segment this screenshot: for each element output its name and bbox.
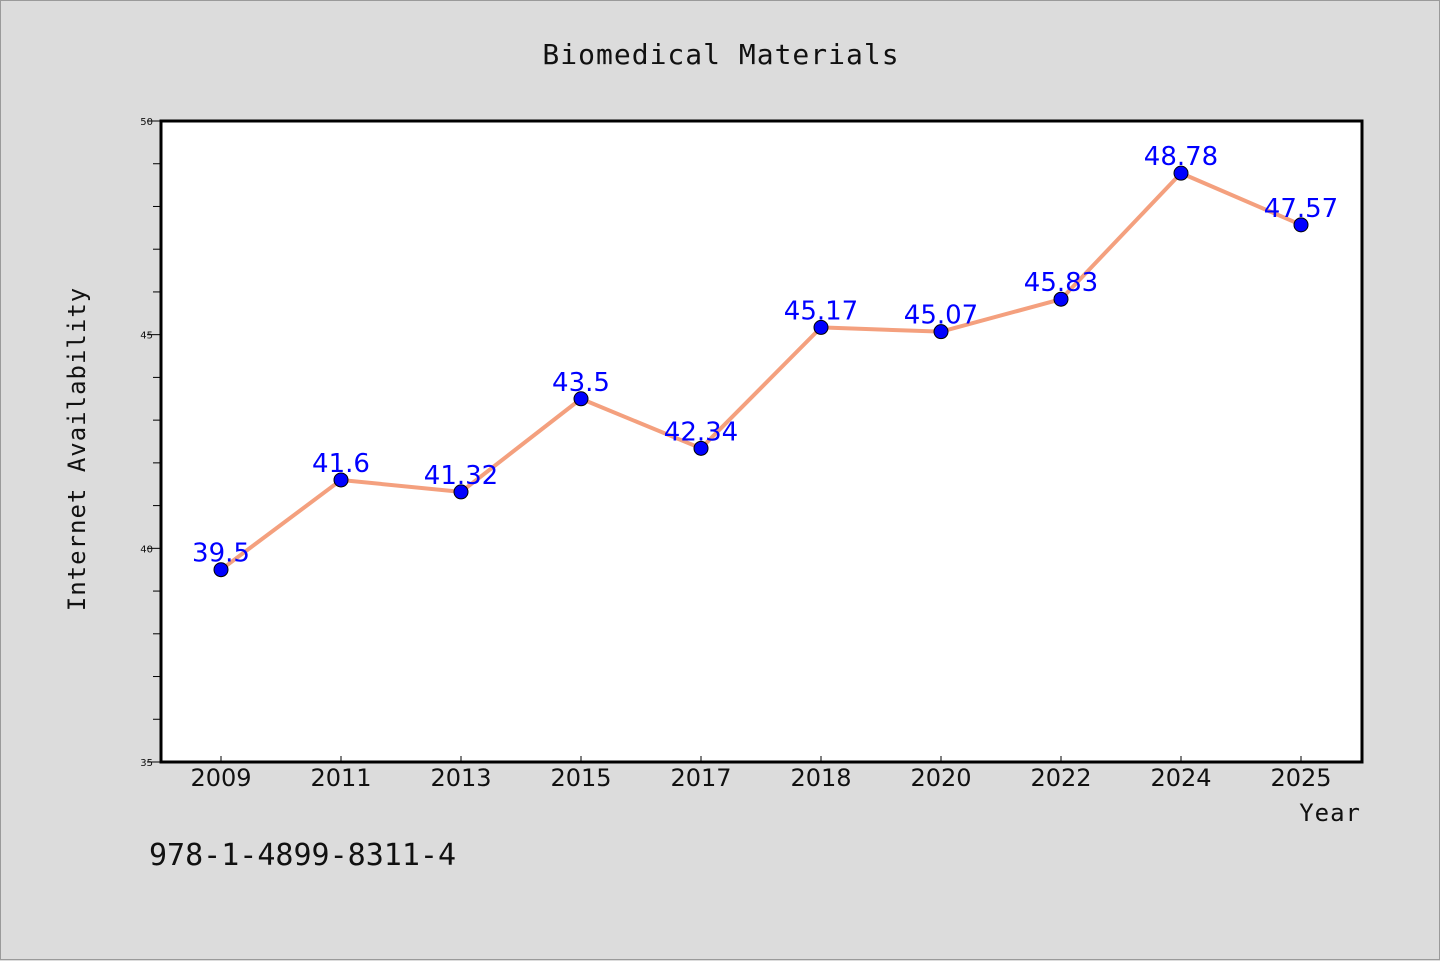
data-point <box>693 440 709 456</box>
data-point <box>453 484 469 500</box>
x-tick-label: 2020 <box>910 764 971 792</box>
series-line-group <box>219 171 1303 572</box>
data-label: 43.5 <box>552 368 610 398</box>
data-points <box>213 165 1309 578</box>
y-axis-label: Internet Availability <box>63 287 91 611</box>
x-tick-label: 2015 <box>550 764 611 792</box>
x-tick-label: 2009 <box>190 764 251 792</box>
y-tick-label: 45 <box>140 331 153 342</box>
data-label: 41.32 <box>424 461 498 491</box>
data-label: 47.57 <box>1264 194 1338 224</box>
x-tick-label: 2013 <box>430 764 491 792</box>
data-labels: 39.5 41.6 41.32 43.5 42.34 45.17 45.07 45.83 48.… <box>192 142 1338 569</box>
plot-area <box>159 119 1364 764</box>
y-axis: 35 40 45 50 <box>140 117 161 769</box>
data-point <box>1053 291 1069 307</box>
data-label: 39.5 <box>192 539 250 569</box>
data-point <box>1293 217 1309 233</box>
series-line <box>219 171 1303 572</box>
y-tick-label: 50 <box>140 117 153 128</box>
x-tick-label: 2017 <box>670 764 731 792</box>
data-label: 42.34 <box>664 417 738 447</box>
x-tick-label: 2011 <box>310 764 371 792</box>
data-label: 45.07 <box>904 301 978 331</box>
isbn-annotation: 978-1-4899-8311-4 <box>149 838 456 873</box>
data-label: 45.17 <box>784 296 858 326</box>
x-tick-label: 2024 <box>1150 764 1211 792</box>
x-axis-label: Year <box>1299 799 1361 827</box>
x-axis: 2009 2011 2013 2015 2017 2018 2020 2022 2024 2025 <box>190 756 1332 792</box>
data-point <box>1173 165 1189 181</box>
data-point <box>933 324 949 340</box>
chart-title: Biomedical Materials <box>542 38 899 71</box>
data-point <box>333 472 349 488</box>
x-tick-label: 2022 <box>1030 764 1091 792</box>
y-tick-label: 35 <box>140 758 153 769</box>
x-tick-label: 2025 <box>1270 764 1331 792</box>
x-tick-label: 2018 <box>790 764 851 792</box>
data-point <box>213 562 229 578</box>
data-label: 48.78 <box>1144 142 1218 172</box>
data-label: 45.83 <box>1024 268 1098 298</box>
data-label: 41.6 <box>312 449 370 479</box>
y-tick-label: 40 <box>140 544 153 555</box>
data-point <box>813 319 829 335</box>
data-point <box>573 391 589 407</box>
